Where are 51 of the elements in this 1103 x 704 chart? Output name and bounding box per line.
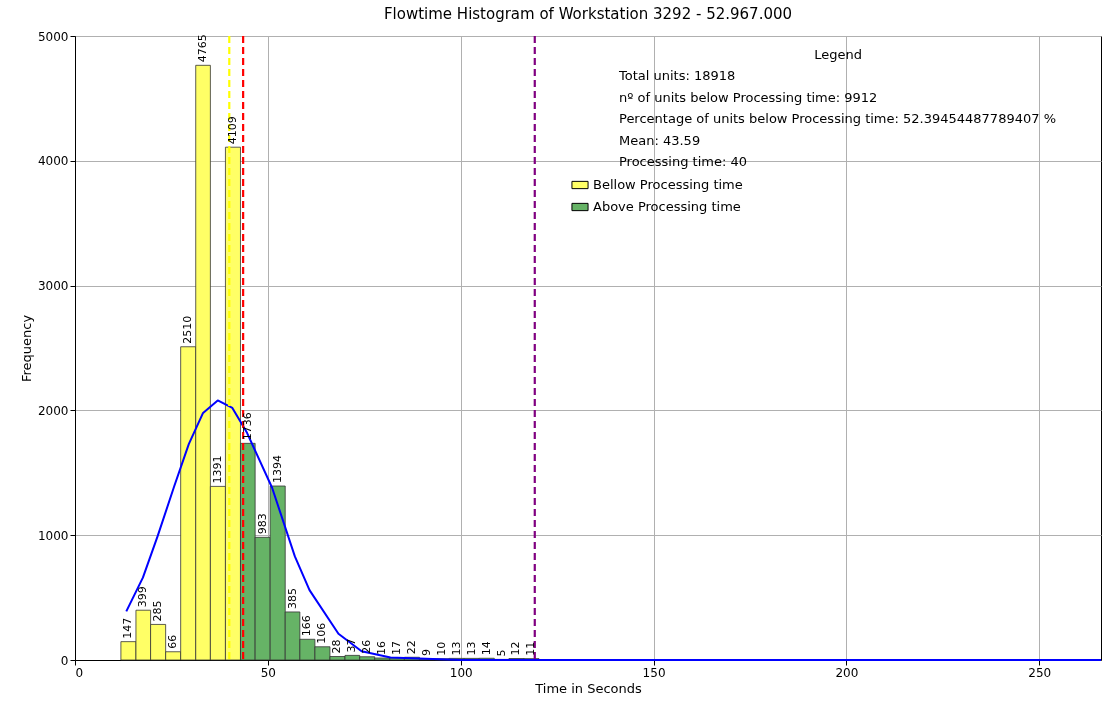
data-label: 11 [524,641,538,656]
data-label: 66 [166,634,180,649]
data-label: 385 [285,587,299,609]
annotation: Processing time: 40 [619,154,747,169]
annotation: nº of units below Processing time: 9912 [619,89,878,105]
data-label: 14 [479,641,493,656]
data-label: 13 [464,641,478,656]
data-label: 5 [494,649,508,657]
data-label: 10 [434,641,448,656]
data-label: 17 [390,640,404,655]
annotation: Mean: 43.59 [619,132,701,148]
legend-title: Legend [814,47,862,62]
data-label: 2510 [181,315,195,344]
data-label: 28 [330,639,344,654]
annotation: Percentage of units below Processing time: 52.39454487789407 % [619,111,1056,126]
x-axis-title: Time in Seconds [534,680,642,696]
data-label: 399 [136,586,150,608]
data-label: 12 [509,641,523,656]
x-tick-label: 250 [1028,665,1052,680]
data-label: 166 [300,615,314,637]
x-tick-label: 50 [260,665,276,680]
data-label: 37 [345,638,359,653]
x-tick-label: 100 [449,665,473,680]
data-label: 26 [360,639,374,654]
y-tick-label: 1000 [37,528,69,543]
data-label: 147 [121,617,135,639]
y-axis-title: Frequency [18,314,34,383]
legend-label: Above Processing time [593,199,741,214]
x-tick-label: 0 [75,665,84,680]
data-label: 1391 [210,455,224,484]
y-tick-label: 4000 [37,154,69,169]
data-label: 13 [449,641,463,656]
y-tick-label: 2000 [37,403,69,418]
data-label: 1736 [240,412,254,441]
data-label: 983 [255,513,269,535]
data-label: 9 [419,648,433,656]
data-label: 4109 [225,116,239,145]
data-label: 1394 [270,455,284,484]
legend-label: Bellow Processing time [593,177,743,192]
x-tick-label: 200 [835,665,859,680]
y-tick-label: 5000 [37,29,69,44]
chart-title: Flowtime Histogram of Workstation 3292 - 52.967.000 [383,5,793,23]
y-tick-label: 3000 [37,279,69,294]
y-tick-label: 0 [60,653,69,668]
data-label: 285 [151,600,165,622]
annotation: Total units: 18918 [618,68,736,83]
data-label: 22 [404,640,418,655]
x-tick-label: 150 [642,665,666,680]
data-label: 106 [315,622,329,644]
data-label: 4765 [196,34,210,63]
data-label: 16 [375,641,389,655]
